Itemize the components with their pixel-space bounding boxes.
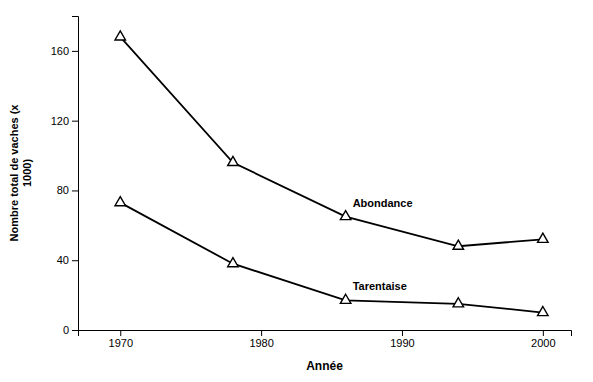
x-tick-label: 1970 [109,337,133,349]
series-label: Abondance [353,197,413,209]
plot: 1970 1980 1990 2000 0 40 80 120 160 Abondance Tare… [51,17,572,349]
series-marker [340,294,351,303]
x-tick-label: 2000 [531,337,555,349]
y-tick-label: 160 [51,45,69,57]
x-tick: 2000 [531,330,555,349]
y-tick: 120 [51,115,78,127]
series-marker [538,233,549,242]
x-axis-title: Année [306,359,343,373]
marks [115,31,548,316]
x-tick: 1990 [390,330,414,349]
y-axis: 0 40 80 120 160 [51,17,79,337]
x-tick-mark [402,330,403,336]
x-tick-label: 1990 [390,337,414,349]
y-axis-title-line: 1000) [21,159,33,187]
y-axis-line [72,17,79,331]
y-tick: 0 [63,324,78,336]
x-axis-line [79,331,572,337]
y-tick-mark [72,121,78,122]
chart: 1970 1980 1990 2000 0 40 80 120 160 Abondance Tare… [0,0,593,382]
y-tick: 80 [57,184,78,196]
y-tick-label: 40 [57,254,69,266]
y-axis-title: Nombre total de vaches (x1000) [8,104,33,242]
y-tick-label: 120 [51,115,69,127]
y-tick-mark [72,190,78,191]
y-axis-title-line: Nombre total de vaches (x [8,104,20,242]
series-line [120,203,543,313]
y-tick-label: 0 [63,324,69,336]
y-tick-mark [72,51,78,52]
y-tick-label: 80 [57,184,69,196]
series-marker [453,240,464,249]
series-marker [228,258,239,267]
x-tick-mark [543,330,544,336]
series-labels: Abondance Tarentaise [353,197,413,293]
series-marker [115,31,126,40]
series-marker [538,306,549,315]
x-tick-label: 1980 [249,337,273,349]
x-tick: 1980 [249,330,273,349]
series-marker [115,197,126,206]
series-line [120,37,543,246]
series-marker [453,298,464,307]
x-tick-mark [120,330,121,336]
y-tick-mark [72,330,78,331]
y-tick: 160 [51,45,78,57]
series-label: Tarentaise [353,280,407,292]
x-axis: 1970 1980 1990 2000 [79,330,572,349]
series-marker [340,211,351,220]
y-tick-mark [72,260,78,261]
x-tick-mark [261,330,262,336]
y-tick: 40 [57,254,78,266]
x-tick: 1970 [109,330,133,349]
series-marker [228,156,239,165]
